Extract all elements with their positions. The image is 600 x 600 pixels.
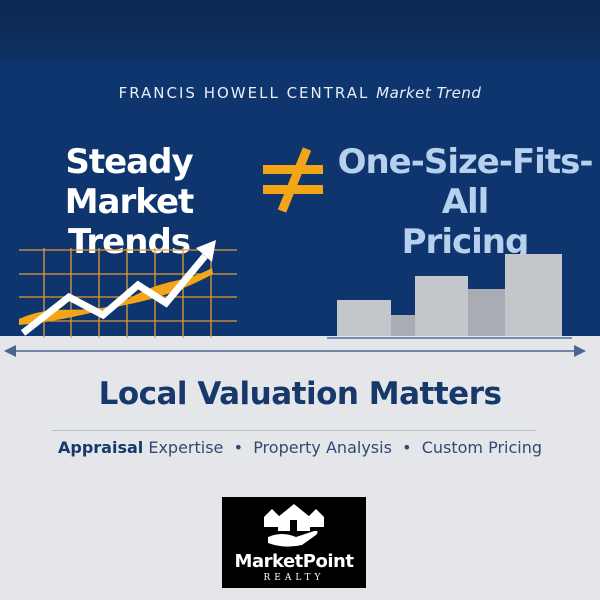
sub-item1-rest: Expertise	[148, 438, 224, 457]
left-title: Steady Market Trends	[0, 142, 258, 262]
kicker-suffix: Market Trend	[376, 84, 482, 102]
trend-band	[19, 268, 213, 325]
sub-item2: Property Analysis	[253, 438, 392, 457]
divider	[52, 430, 536, 431]
sub-item3: Custom Pricing	[421, 438, 542, 457]
illustrations	[4, 240, 586, 357]
double-arrow	[4, 345, 586, 357]
main-heading: Local Valuation Matters	[98, 376, 502, 412]
trend-arrow	[20, 253, 208, 336]
subline: Appraisal Expertise • Property Analysis …	[0, 438, 600, 457]
kicker-prefix: FRANCIS HOWELL CENTRAL	[118, 84, 370, 102]
not-equal-icon	[263, 147, 323, 213]
kicker: FRANCIS HOWELL CENTRAL Market Trend	[0, 84, 600, 102]
bars	[337, 254, 562, 336]
separator: •	[402, 438, 412, 457]
right-title-line1: One-Size-Fits-All	[337, 142, 594, 222]
logo-tagline: REALTY	[263, 573, 325, 583]
right-title: One-Size-Fits-All Pricing	[330, 142, 600, 262]
arrow-head	[196, 240, 216, 262]
houses-in-hand-icon	[264, 504, 324, 547]
logo-name: MarketPoint	[234, 551, 354, 572]
left-title-line1: Steady Market	[64, 142, 195, 222]
marketpoint-logo: MarketPoint REALTY	[222, 497, 366, 588]
separator: •	[233, 438, 244, 457]
sub-item1-bold: Appraisal	[57, 438, 144, 457]
left-title-line2: Trends	[67, 222, 191, 262]
